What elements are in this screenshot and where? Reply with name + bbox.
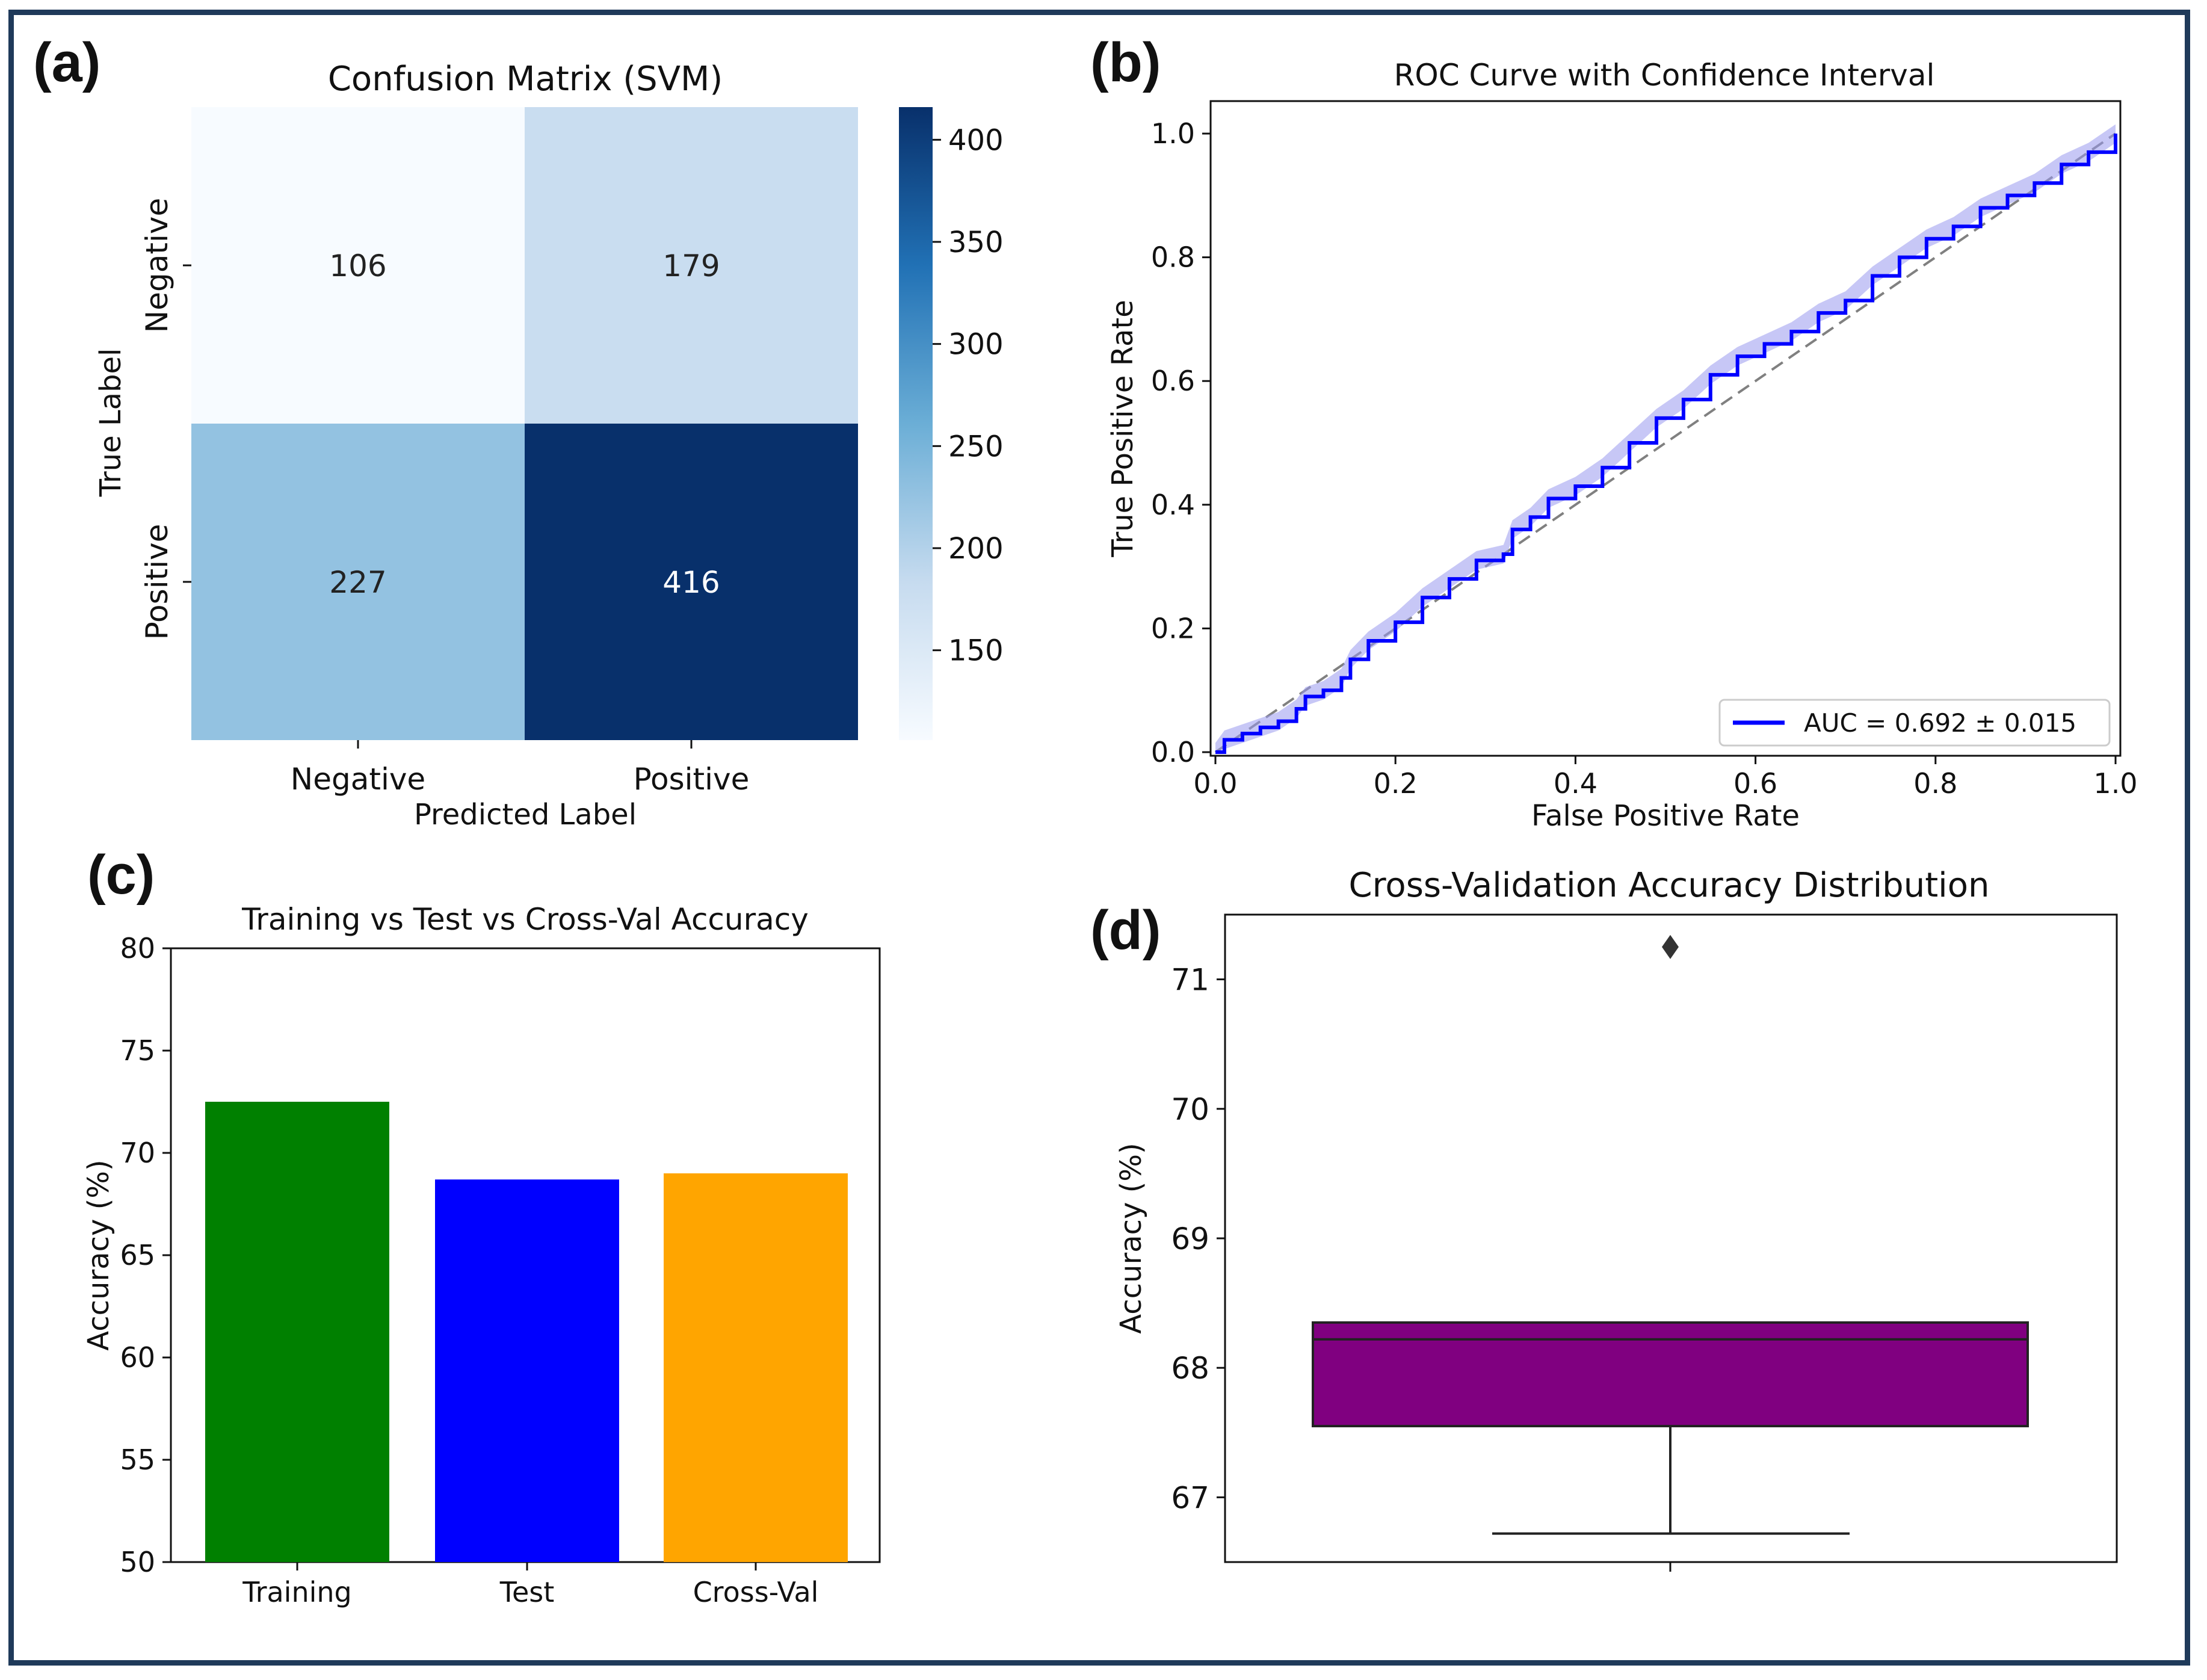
colorbar-tick-label: 400 xyxy=(948,123,1004,157)
roc-plot-area xyxy=(1209,100,2122,757)
roc-legend-box xyxy=(1718,699,2111,747)
confusion-x-ticks: Negative Positive xyxy=(291,740,750,797)
roc-ticks: 0.0 0.2 0.4 0.6 0.8 1.0 0.0 0.2 0.4 0.6 0.8 1.0 xyxy=(1151,117,2138,800)
confusion-cell-value: 106 xyxy=(329,249,386,283)
bar-x-ticks: Training Test Cross-Val xyxy=(242,1562,818,1608)
bar-y-tick-label: 70 xyxy=(120,1137,155,1169)
roc-title: ROC Curve with Confidence Interval xyxy=(1394,58,1935,93)
roc-x-tick-label: 0.6 xyxy=(1733,767,1777,800)
roc-y-tick-label: 0.2 xyxy=(1151,612,1195,644)
confusion-cell-value: 179 xyxy=(662,249,720,283)
bar-y-tick-label: 75 xyxy=(120,1034,155,1067)
box-y-tick-label: 69 xyxy=(1171,1221,1209,1256)
roc-x-tick-label: 0.0 xyxy=(1193,767,1237,800)
figure-frame xyxy=(8,10,2190,1666)
bar-y-tick-label: 50 xyxy=(120,1546,155,1578)
bar-x-tick-label: Test xyxy=(499,1576,555,1608)
panel-label-d: (d) xyxy=(1090,900,1161,961)
panel-b-roc-curve: (b) ROC Curve with Confidence Interval 0… xyxy=(1090,32,2138,833)
box-y-ticks: 67 68 69 70 71 xyxy=(1171,963,1225,1515)
confusion-cell-value: 416 xyxy=(662,565,720,600)
roc-confidence-band xyxy=(1215,124,2116,753)
confusion-title: Confusion Matrix (SVM) xyxy=(328,60,723,99)
bar-y-tick-label: 60 xyxy=(120,1341,155,1374)
confusion-x-label: Predicted Label xyxy=(414,798,637,832)
confusion-cell xyxy=(525,107,858,424)
confusion-cell xyxy=(191,107,525,424)
panel-label-c: (c) xyxy=(87,844,155,906)
confusion-cell-value: 227 xyxy=(329,565,386,600)
panel-label-a: (a) xyxy=(33,32,100,93)
bar-x-tick-label: Training xyxy=(242,1576,352,1608)
bar-y-tick-label: 55 xyxy=(120,1444,155,1476)
roc-x-tick-label: 0.8 xyxy=(1913,767,1957,800)
roc-legend: AUC = 0.692 ± 0.015 xyxy=(1718,699,2111,747)
colorbar-tick-label: 150 xyxy=(948,634,1004,668)
bar-title: Training vs Test vs Cross-Val Accuracy xyxy=(241,902,809,937)
box-y-tick-label: 68 xyxy=(1171,1351,1209,1386)
box-y-tick-label: 70 xyxy=(1171,1092,1209,1127)
bar-y-label: Accuracy (%) xyxy=(82,1160,116,1350)
roc-x-label: False Positive Rate xyxy=(1531,799,1800,833)
roc-x-tick-label: 0.4 xyxy=(1554,767,1597,800)
confusion-cells: 106 179 227 416 xyxy=(191,107,858,740)
colorbar xyxy=(899,107,933,740)
colorbar-tick-label: 200 xyxy=(948,532,1004,566)
confusion-x-tick-label: Positive xyxy=(634,762,750,797)
roc-y-tick-label: 0.4 xyxy=(1151,489,1195,521)
box-outlier-point xyxy=(1662,934,1679,959)
roc-diagonal-line xyxy=(1214,132,2117,753)
bar-y-tick-label: 65 xyxy=(120,1239,155,1271)
roc-y-tick-label: 0.6 xyxy=(1151,365,1195,397)
confusion-y-label: True Label xyxy=(94,348,128,498)
roc-x-tick-label: 0.2 xyxy=(1374,767,1418,800)
bar-cross-val xyxy=(664,1173,848,1562)
panel-label-b: (b) xyxy=(1090,32,1161,93)
roc-x-tick-label: 1.0 xyxy=(2093,767,2137,800)
bar-training xyxy=(205,1102,389,1562)
roc-y-tick-label: 0.0 xyxy=(1151,736,1195,768)
colorbar-tick-label: 300 xyxy=(948,328,1004,362)
panel-c-accuracy-bars: (c) Training vs Test vs Cross-Val Accura… xyxy=(82,844,881,1608)
roc-y-tick-label: 0.8 xyxy=(1151,241,1195,274)
box-y-tick-label: 67 xyxy=(1171,1480,1209,1515)
roc-y-label: True Positive Rate xyxy=(1106,300,1140,558)
confusion-cell xyxy=(525,424,858,740)
colorbar-ticks: 150 200 250 300 350 400 xyxy=(933,123,1004,668)
bars xyxy=(205,1102,848,1562)
box-iqr xyxy=(1312,1321,2029,1428)
bar-x-tick-label: Cross-Val xyxy=(693,1576,819,1608)
box-title: Cross-Validation Accuracy Distribution xyxy=(1349,866,1990,905)
box-y-tick-label: 71 xyxy=(1171,963,1209,998)
roc-legend-label: AUC = 0.692 ± 0.015 xyxy=(1804,708,2076,738)
confusion-cell xyxy=(191,424,525,740)
bar-test xyxy=(435,1179,619,1562)
box-y-label: Accuracy (%) xyxy=(1114,1143,1148,1333)
roc-curve-line xyxy=(1215,134,2117,754)
confusion-y-tick-label: Negative xyxy=(140,198,174,333)
confusion-x-tick-label: Negative xyxy=(291,762,425,797)
confusion-y-tick-label: Positive xyxy=(140,524,174,640)
box-marks xyxy=(1312,934,2029,1535)
roc-y-tick-label: 1.0 xyxy=(1151,117,1195,150)
confusion-y-ticks: Negative Positive xyxy=(140,198,191,640)
colorbar-tick-label: 250 xyxy=(948,430,1004,463)
bar-y-tick-label: 80 xyxy=(120,932,155,965)
colorbar-tick-label: 350 xyxy=(948,226,1004,259)
bar-y-ticks: 50 55 60 65 70 75 80 xyxy=(120,932,171,1578)
